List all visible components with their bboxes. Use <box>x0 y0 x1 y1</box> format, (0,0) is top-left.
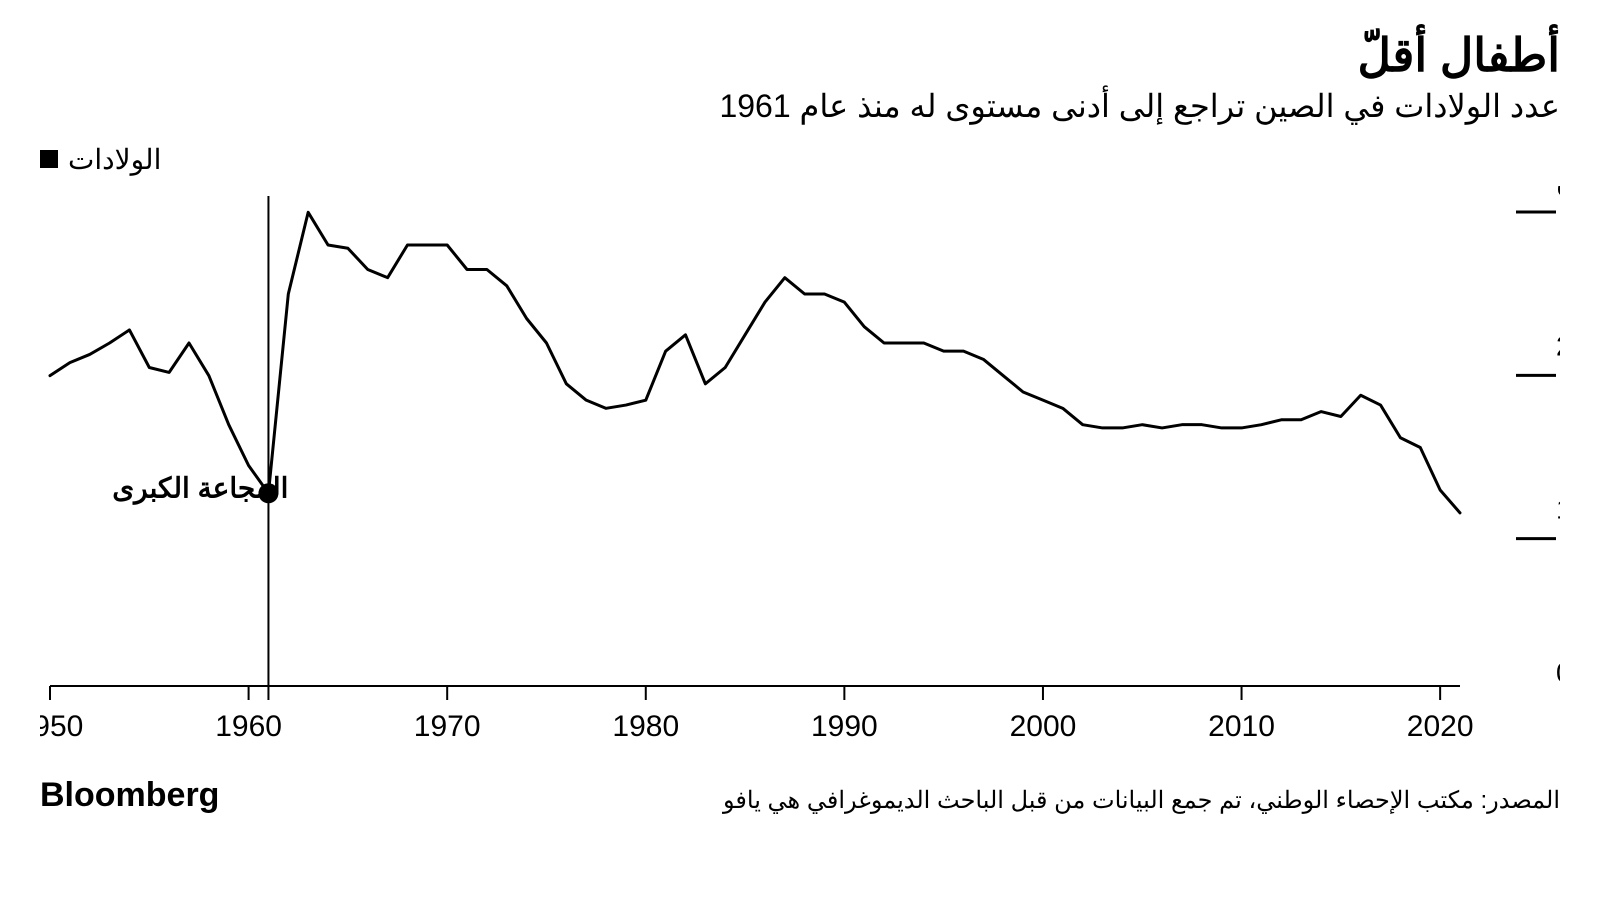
footer: Bloomberg المصدر: مكتب الإحصاء الوطني، ت… <box>40 776 1560 815</box>
x-tick-label: 1970 <box>414 710 481 743</box>
legend-label: الولادات <box>68 143 161 176</box>
y-tick-label: 10 <box>1556 494 1560 525</box>
chart-subtitle: عدد الولادات في الصين تراجع إلى أدنى مست… <box>40 87 1560 125</box>
x-tick-label: 2010 <box>1208 710 1275 743</box>
y-tick-label: 20 <box>1556 330 1560 361</box>
x-tick-label: 1960 <box>215 710 282 743</box>
x-tick-label: 2020 <box>1407 710 1474 743</box>
legend: الولادات <box>40 143 1560 176</box>
chart-container: أطفال أقلّ عدد الولادات في الصين تراجع إ… <box>0 0 1600 900</box>
x-tick-label: 2000 <box>1010 710 1077 743</box>
chart-title: أطفال أقلّ <box>40 30 1560 81</box>
line-chart-svg: 0 10 20 30 مليون 1950 1960 1970 1980 1990 2000 201… <box>40 186 1560 756</box>
x-tick-label: 1980 <box>612 710 679 743</box>
x-tick-label: 1950 <box>40 710 83 743</box>
x-tick-label: 1990 <box>811 710 878 743</box>
y-tick-label: 0 <box>1556 657 1560 688</box>
legend-swatch <box>40 150 58 168</box>
brand-label: Bloomberg <box>40 776 219 815</box>
y-tick-label: 30 مليون <box>1556 186 1560 199</box>
source-label: المصدر: مكتب الإحصاء الوطني، تم جمع البي… <box>723 786 1560 815</box>
series-line-births <box>50 212 1460 513</box>
annotation-label: المجاعة الكبرى <box>112 472 288 505</box>
plot-area: 0 10 20 30 مليون 1950 1960 1970 1980 1990 2000 201… <box>40 186 1560 756</box>
